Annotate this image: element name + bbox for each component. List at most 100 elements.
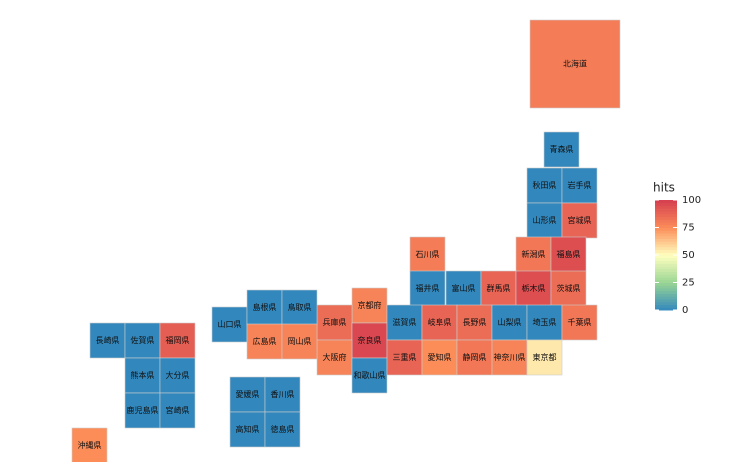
legend-gradient (655, 279, 677, 283)
prefecture-label: 長野県 (463, 318, 487, 327)
prefecture-label: 埼玉県 (533, 317, 557, 327)
legend-gradient (655, 301, 677, 305)
prefecture-label: 北海道 (563, 59, 587, 69)
legend-gradient (655, 222, 677, 226)
prefecture-tile (409, 270, 446, 307)
prefecture-label: 福島県 (557, 249, 581, 259)
legend-gradient (655, 208, 677, 212)
legend-gradient (655, 205, 677, 209)
prefecture-tile (159, 392, 196, 429)
legend-gradient (655, 252, 677, 256)
prefecture-label: 鹿児島県 (127, 405, 159, 415)
legend-tick-label: 75 (682, 223, 695, 234)
prefecture-tile (543, 131, 580, 168)
legend-gradient (655, 307, 677, 311)
prefecture-tile (491, 304, 528, 341)
legend-gradient (655, 290, 677, 294)
prefecture-label: 山梨県 (498, 317, 522, 327)
legend-gradient (655, 244, 677, 248)
prefecture-label: 群馬県 (487, 283, 511, 293)
prefecture-tile (491, 339, 528, 376)
prefecture-tile (124, 357, 161, 394)
prefecture-tile (89, 322, 126, 359)
prefecture-tile (529, 19, 621, 109)
legend-gradient (655, 211, 677, 215)
prefecture-tile (159, 357, 196, 394)
legend-gradient (655, 241, 677, 245)
prefecture-tile (386, 304, 423, 341)
legend-gradient (655, 213, 677, 217)
legend-gradient (655, 233, 677, 237)
prefecture-label: 滋賀県 (393, 317, 417, 327)
prefecture-label: 佐賀県 (131, 335, 155, 345)
legend-gradient (655, 227, 677, 231)
legend-gradient (655, 246, 677, 250)
prefecture-label: 熊本県 (131, 370, 155, 380)
prefecture-label: 和歌山県 (354, 370, 386, 380)
prefecture-tile (526, 167, 563, 204)
prefecture-tile (124, 322, 161, 359)
prefecture-tile (456, 304, 493, 341)
legend-gradient (655, 235, 677, 239)
prefecture-label: 兵庫県 (323, 317, 347, 327)
legend-gradient (655, 238, 677, 242)
prefecture-label: 静岡県 (463, 352, 487, 362)
prefecture-label: 福岡県 (166, 336, 190, 345)
prefecture-tile (281, 323, 318, 360)
legend-gradient (655, 274, 677, 278)
prefecture-tile (526, 339, 563, 376)
prefecture-tile (264, 411, 301, 448)
prefecture-label: 愛知県 (428, 352, 452, 362)
legend-gradient (655, 266, 677, 270)
prefecture-tile (351, 357, 388, 394)
legend-gradient (655, 293, 677, 297)
legend-gradient (655, 224, 677, 228)
legend-gradient (655, 263, 677, 267)
prefecture-tile (561, 202, 598, 239)
prefecture-label: 高知県 (236, 424, 260, 434)
legend-gradient (655, 200, 677, 204)
prefecture-label: 大分県 (166, 370, 190, 380)
prefecture-label: 宮城県 (568, 215, 592, 225)
prefecture-tile (281, 289, 318, 326)
prefecture-tile (561, 167, 598, 204)
legend-tick-label: 100 (682, 195, 701, 206)
prefecture-tile (550, 236, 587, 273)
prefecture-tile (480, 270, 517, 307)
prefecture-label: 徳島県 (271, 424, 295, 434)
prefecture-label: 大阪府 (323, 352, 347, 362)
legend-gradient (655, 296, 677, 300)
legend-gradient (655, 219, 677, 223)
legend-gradient (655, 299, 677, 303)
prefecture-label: 沖縄県 (78, 440, 102, 450)
prefecture-label: 茨城県 (557, 283, 581, 293)
prefecture-label: 山形県 (533, 215, 557, 225)
prefecture-label: 香川県 (271, 389, 295, 399)
prefecture-label: 新潟県 (522, 249, 546, 259)
prefecture-label: 島根県 (253, 302, 277, 312)
prefecture-label: 富山県 (452, 283, 476, 293)
legend-gradient (655, 304, 677, 308)
prefecture-label: 千葉県 (568, 317, 592, 327)
prefecture-label: 東京都 (533, 352, 557, 362)
prefecture-label: 山口県 (218, 319, 242, 329)
prefecture-tile (124, 392, 161, 429)
prefecture-tile (264, 376, 301, 413)
prefecture-label: 鳥取県 (288, 302, 312, 312)
prefecture-tile (561, 304, 598, 341)
prefecture-label: 栃木県 (522, 283, 546, 293)
prefecture-tile (229, 411, 266, 448)
legend-gradient (655, 285, 677, 289)
prefecture-label: 神奈川県 (494, 352, 526, 362)
prefecture-tile (246, 323, 283, 360)
prefecture-tile (421, 304, 458, 341)
legend-gradient (655, 230, 677, 234)
legend-tick-label: 50 (682, 250, 695, 261)
prefecture-label: 岐阜県 (428, 317, 452, 327)
legend-gradient (655, 288, 677, 292)
prefecture-label: 秋田県 (533, 180, 557, 190)
prefecture-label: 三重県 (393, 352, 417, 362)
prefecture-label: 石川県 (416, 250, 440, 259)
prefecture-label: 福井県 (416, 283, 440, 293)
